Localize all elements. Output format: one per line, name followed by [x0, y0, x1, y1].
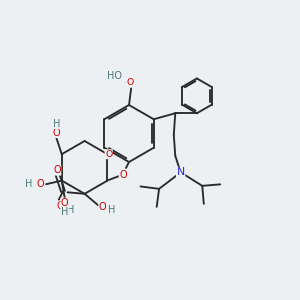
Text: O: O: [61, 198, 68, 208]
Text: H: H: [68, 205, 75, 215]
Text: O: O: [52, 128, 60, 138]
Text: O: O: [53, 165, 61, 175]
Text: N: N: [177, 167, 185, 177]
Text: H: H: [25, 178, 32, 189]
Text: O: O: [56, 201, 64, 211]
Text: O: O: [36, 178, 44, 189]
Text: O: O: [119, 169, 127, 180]
Text: HO: HO: [107, 71, 122, 81]
Text: O: O: [126, 78, 134, 87]
Text: H: H: [52, 118, 60, 129]
Text: O: O: [105, 150, 112, 159]
Text: H: H: [61, 207, 68, 217]
Text: H: H: [108, 205, 115, 215]
Text: O: O: [99, 202, 106, 212]
